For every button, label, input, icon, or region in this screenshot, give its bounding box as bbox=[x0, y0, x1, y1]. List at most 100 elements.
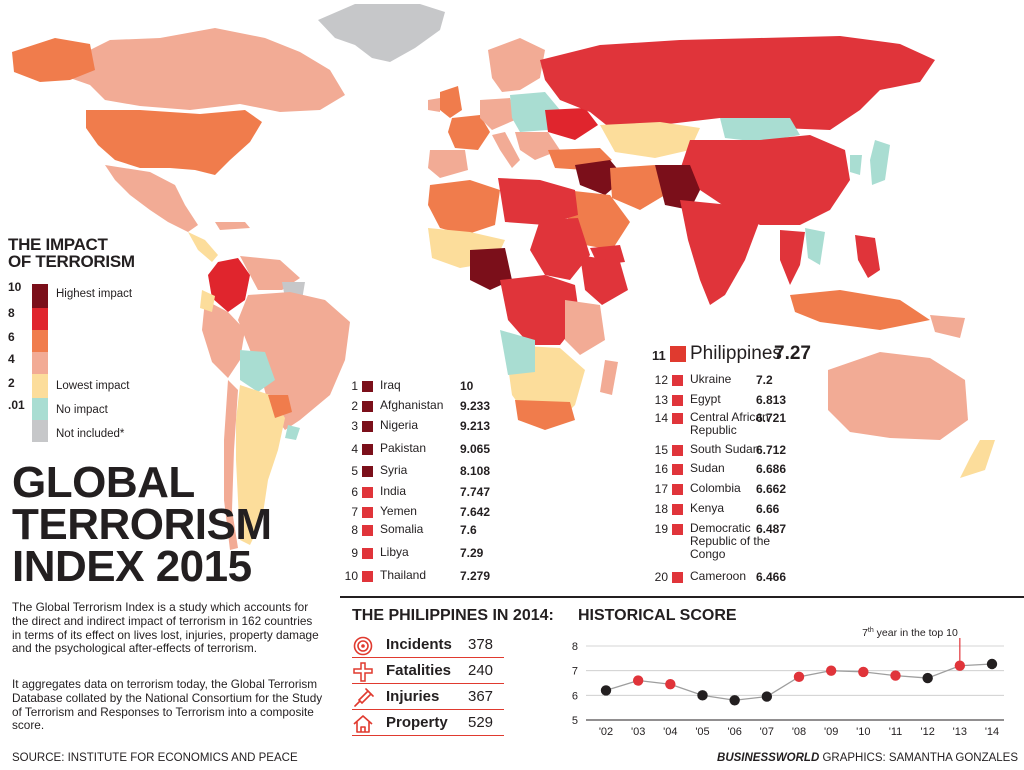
map-ireland bbox=[428, 98, 440, 112]
ranking-number: 1 bbox=[351, 379, 358, 393]
x-tick-label: '06 bbox=[727, 726, 741, 738]
ranking-score: 9.213 bbox=[460, 419, 491, 433]
ranking-country: Ukraine bbox=[690, 372, 732, 386]
map-thailand bbox=[780, 230, 805, 285]
x-tick-label: '10 bbox=[856, 726, 870, 738]
ranking-number: 7 bbox=[351, 505, 358, 519]
ranking-number: 14 bbox=[654, 411, 668, 425]
ranking-row: 12 Ukraine 7.2 bbox=[652, 373, 812, 389]
y-tick-label: 7 bbox=[572, 666, 578, 678]
ranking-score: 10 bbox=[460, 379, 474, 393]
map-germany bbox=[480, 98, 515, 130]
map-ukraine bbox=[545, 108, 598, 140]
map-india bbox=[680, 200, 760, 305]
credit-text: GRAPHICS: SAMANTHA GONZALES bbox=[819, 752, 1018, 764]
map-kazakhstan bbox=[600, 122, 700, 158]
map-uruguay bbox=[285, 425, 300, 440]
data-point bbox=[890, 670, 901, 681]
ranking-swatch bbox=[672, 524, 683, 535]
ranking-swatch bbox=[672, 375, 683, 386]
ranking-swatch bbox=[672, 445, 683, 456]
legend-swatch-2 bbox=[32, 374, 48, 398]
ranking-country: Central African Republic bbox=[690, 410, 769, 437]
ranking-swatch bbox=[362, 507, 373, 518]
legend-tick-2: 2 bbox=[8, 376, 15, 390]
ranking-row: 9 Libya 7.29 bbox=[342, 546, 502, 562]
ranking-score: 6.487 bbox=[756, 522, 787, 536]
data-point bbox=[793, 671, 805, 683]
map-russia bbox=[540, 36, 935, 130]
y-tick-label: 5 bbox=[572, 715, 578, 727]
section-divider bbox=[340, 596, 1024, 598]
ranking-country: Yemen bbox=[380, 504, 417, 518]
map-mexico bbox=[105, 165, 198, 232]
ranking-row: 4 Pakistan 9.065 bbox=[342, 442, 502, 458]
map-caribbean bbox=[215, 222, 250, 230]
legend-tick-8: 8 bbox=[8, 306, 15, 320]
annotation-part-3: year in the top 10 bbox=[874, 627, 958, 639]
ranking-country: South Sudan bbox=[690, 442, 760, 456]
data-point bbox=[665, 679, 676, 690]
ranking-number: 8 bbox=[351, 523, 358, 537]
ranking-score: 6.686 bbox=[756, 462, 787, 476]
world-map bbox=[12, 4, 995, 550]
ranking-country: Syria bbox=[380, 463, 408, 477]
map-nigeria bbox=[470, 248, 512, 290]
legend-title-line2: OF TERRORISM bbox=[8, 252, 135, 271]
ranking-country: Colombia bbox=[690, 481, 741, 495]
ranking-swatch bbox=[362, 548, 373, 559]
ranking-number: 20 bbox=[654, 570, 668, 584]
ranking-row: 10 Thailand 7.279 bbox=[342, 569, 502, 585]
ranking-row: 19 Democratic Republic of the Congo 6.487 bbox=[652, 522, 812, 561]
ranking-country: Iraq bbox=[380, 378, 401, 392]
map-sudan bbox=[530, 218, 590, 280]
map-uk bbox=[440, 86, 462, 118]
ranking-swatch bbox=[362, 381, 373, 392]
map-madagascar bbox=[600, 360, 618, 395]
ranking-row: 20 Cameroon 6.466 bbox=[652, 570, 812, 586]
annotation-part-1: 7 bbox=[862, 627, 868, 639]
stat-value: 240 bbox=[468, 662, 494, 679]
map-chile bbox=[224, 380, 238, 550]
ranking-score: 7.2 bbox=[756, 373, 773, 387]
map-australia bbox=[828, 352, 968, 440]
rank-11-country: Philippines bbox=[690, 343, 782, 364]
rank-11-swatch bbox=[670, 346, 686, 362]
cross-icon bbox=[353, 662, 373, 682]
ranking-swatch bbox=[362, 444, 373, 455]
legend-swatch-10 bbox=[32, 284, 48, 308]
stat-row-fatalities: Fatalities 240 bbox=[352, 659, 504, 684]
stat-row-incidents: Incidents 378 bbox=[352, 633, 504, 658]
data-point bbox=[697, 690, 708, 701]
ranking-score: 7.29 bbox=[460, 546, 484, 560]
ranking-country: Democratic Republic of the Congo bbox=[690, 521, 771, 561]
ranking-swatch bbox=[672, 395, 683, 406]
map-central-africa bbox=[500, 275, 580, 345]
ranking-swatch bbox=[362, 421, 373, 432]
map-korea bbox=[850, 155, 862, 175]
ranking-swatch bbox=[672, 572, 683, 583]
ranking-number: 4 bbox=[351, 442, 358, 456]
annotation-text: 7th year in the top 10 bbox=[862, 627, 958, 639]
x-tick-label: '03 bbox=[631, 726, 645, 738]
ranking-score: 6.66 bbox=[756, 502, 780, 516]
ranking-number: 6 bbox=[351, 485, 358, 499]
ranking-country: India bbox=[380, 484, 407, 498]
ranking-row: 7 Yemen 7.642 bbox=[342, 505, 502, 521]
ranking-swatch bbox=[362, 401, 373, 412]
graphics-credit: BUSINESSWORLD GRAPHICS: SAMANTHA GONZALE… bbox=[717, 752, 1018, 764]
ranking-score: 6.721 bbox=[756, 411, 787, 425]
map-central-america bbox=[188, 232, 218, 262]
ranking-country: Afghanistan bbox=[380, 398, 444, 412]
map-peru bbox=[202, 300, 245, 378]
ranking-country: Kenya bbox=[690, 501, 725, 515]
legend-swatch-8 bbox=[32, 308, 48, 330]
ranking-country: Libya bbox=[380, 545, 409, 559]
map-png bbox=[930, 315, 965, 338]
ranking-swatch bbox=[672, 413, 683, 424]
credit-brand: BUSINESSWORLD bbox=[717, 752, 820, 764]
map-indonesia bbox=[790, 290, 930, 330]
map-libya-egypt bbox=[498, 178, 578, 225]
series-line bbox=[605, 663, 993, 701]
legend-title-line1: THE IMPACT bbox=[8, 235, 108, 254]
